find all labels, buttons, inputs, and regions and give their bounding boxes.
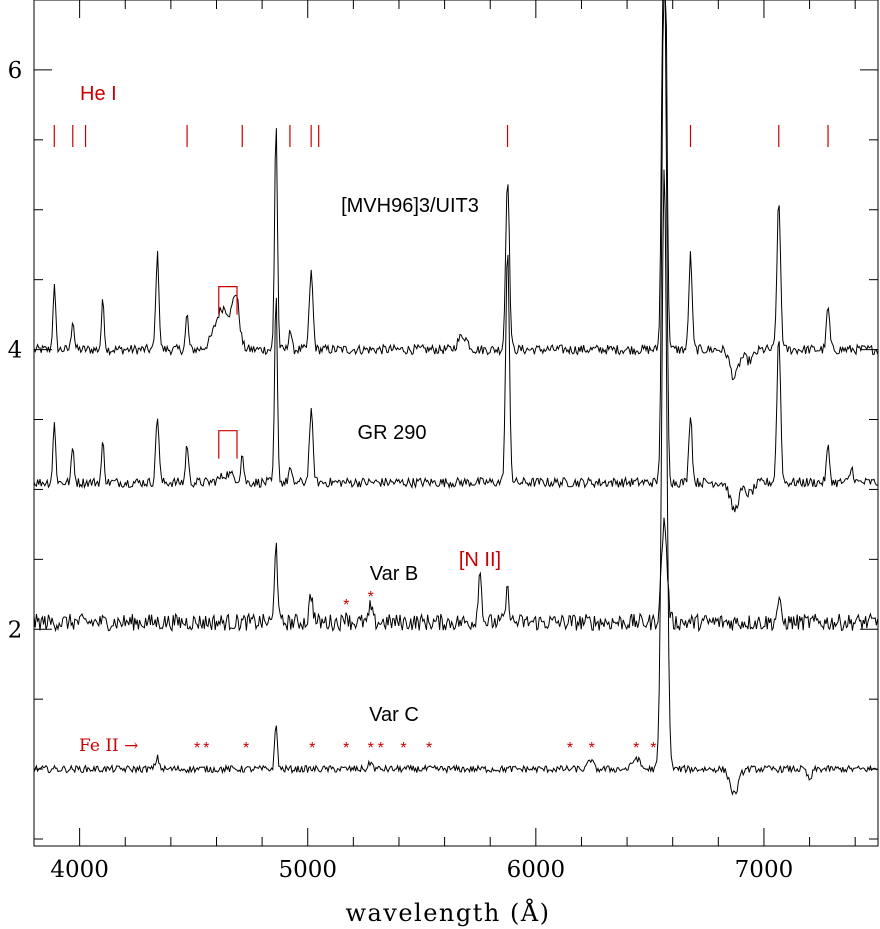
spectra-group: [MVH96]3/UIT3 GR 290 Var B Var C	[33, 0, 879, 796]
heii-bracket	[218, 286, 238, 315]
heii-bracket	[218, 430, 238, 459]
feii-asterisk: *	[426, 740, 432, 757]
x-tick-label: 4000	[50, 857, 109, 883]
x-axis-label: wavelength (Å)	[345, 898, 550, 927]
series-label: Var B	[370, 563, 419, 585]
spectrum-line	[33, 0, 879, 381]
spectrum-line	[33, 169, 878, 796]
feii-asterisk: *	[378, 740, 384, 757]
feii-asterisk: *	[368, 740, 374, 757]
x-tick-label: 7000	[735, 857, 794, 883]
annotations-group: He I[N II]* *Fe II → * * * * * * * * * * * * *	[53, 83, 829, 757]
feii-asterisk: *	[650, 740, 656, 757]
series-label: GR 290	[358, 422, 427, 444]
series-label: [MVH96]3/UIT3	[341, 195, 479, 217]
plot-frame	[33, 0, 879, 847]
varb-feii-asterisk: *	[343, 597, 349, 614]
he1-label: He I	[80, 83, 117, 105]
varb-feii-asterisk: *	[368, 589, 374, 606]
spectrum-line	[33, 0, 878, 513]
feii-asterisk: *	[633, 740, 639, 757]
feii-asterisk: *	[400, 740, 406, 757]
feii-asterisk: *	[567, 740, 573, 757]
x-tick-label: 5000	[278, 857, 337, 883]
y-tick-label: 2	[8, 617, 23, 643]
x-tick-label: 6000	[507, 857, 566, 883]
feii-asterisk: *	[203, 740, 209, 757]
feii-asterisk: *	[243, 740, 249, 757]
series-label: Var C	[369, 704, 419, 726]
y-tick-label: 4	[8, 338, 23, 364]
nii-label: [N II]	[459, 549, 501, 571]
feii-asterisk: *	[309, 740, 315, 757]
feii-asterisk: *	[589, 740, 595, 757]
axis-ticks: 4000 5000 6000 7000 2 4 6	[8, 0, 878, 883]
y-tick-label: 6	[8, 58, 23, 84]
feii-label: Fe II →	[79, 736, 138, 756]
feii-asterisk: *	[194, 740, 200, 757]
feii-asterisk: *	[343, 740, 349, 757]
spectrum-line	[33, 517, 879, 633]
